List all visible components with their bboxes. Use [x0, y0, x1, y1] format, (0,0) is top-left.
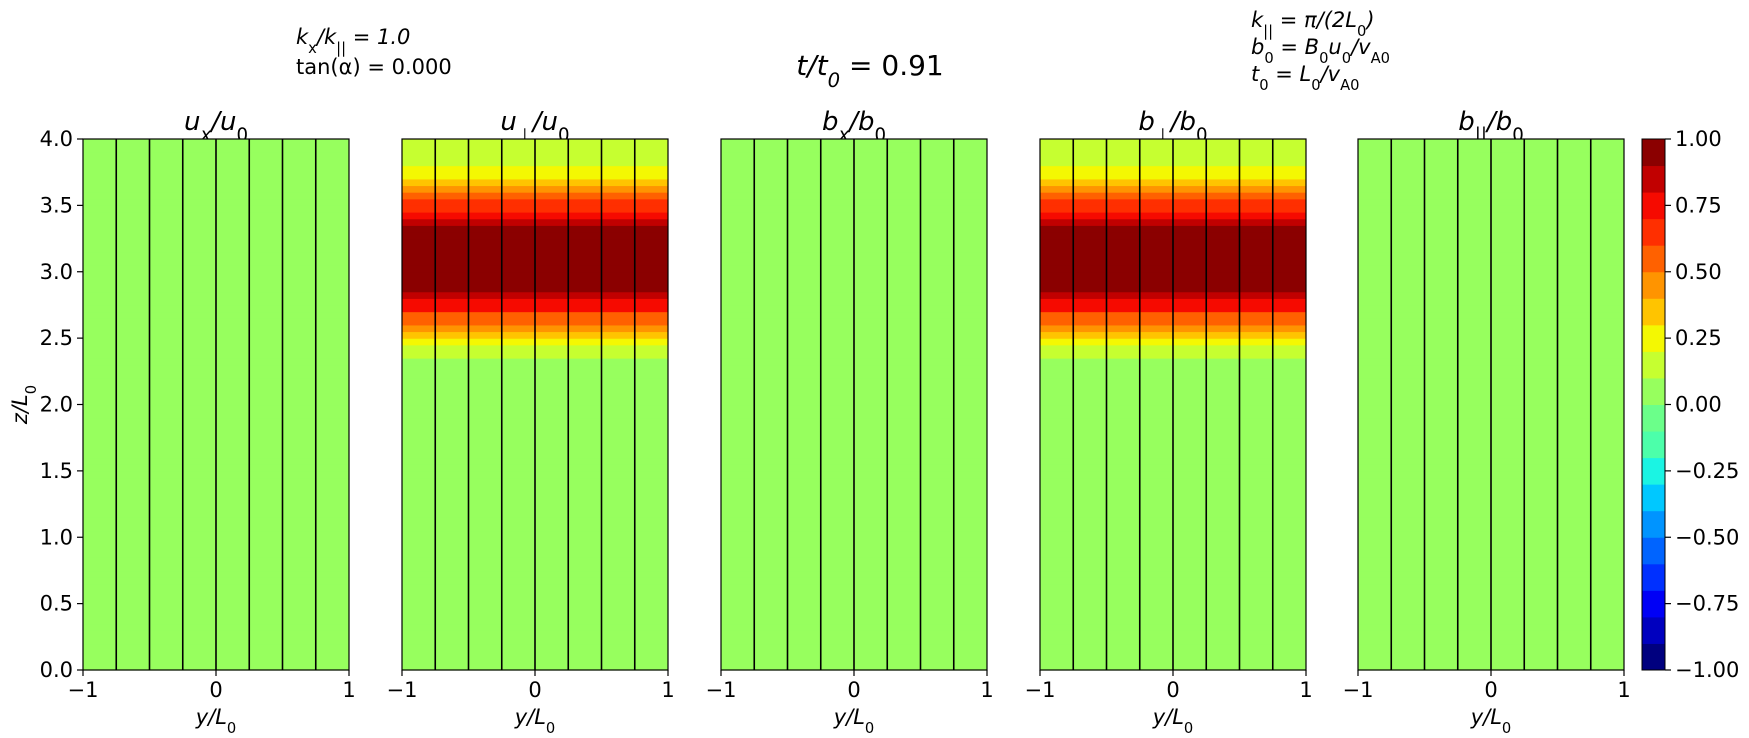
- colorbar-segment: [1642, 616, 1665, 644]
- x-tick-label: −1: [706, 678, 737, 702]
- y-tick-label: 2.0: [40, 393, 73, 417]
- colorbar-segment: [1642, 537, 1665, 565]
- colorbar-segment: [1642, 510, 1665, 538]
- figure-suptitle: t/t0 = 0.91: [796, 49, 943, 92]
- y-tick-label: 1.0: [40, 525, 73, 549]
- colorbar-segment: [1642, 218, 1665, 246]
- x-axis-label: y/L0: [514, 705, 556, 737]
- annotation-right-line-1: b0 = B0u0/vA0: [1251, 35, 1390, 67]
- y-tick-label: 3.5: [40, 193, 73, 217]
- y-tick-label: 1.5: [40, 459, 73, 483]
- y-tick-label: 4.0: [40, 127, 73, 151]
- y-tick-label: 0.0: [40, 658, 73, 682]
- y-tick-label: 3.0: [40, 260, 73, 284]
- colorbar-segment: [1642, 351, 1665, 379]
- annotation-right-line-2: t0 = L0/vA0: [1251, 62, 1360, 94]
- colorbar-segment: [1642, 643, 1665, 671]
- x-tick-label: 0: [1484, 678, 1497, 702]
- colorbar-segment: [1642, 484, 1665, 512]
- colorbar-segment: [1642, 590, 1665, 618]
- colorbar-segment: [1642, 457, 1665, 485]
- y-tick-label: 0.5: [40, 592, 73, 616]
- x-tick-label: −1: [387, 678, 418, 702]
- annotation-left-line-0: kx/k|| = 1.0: [296, 25, 410, 57]
- panel-title: u⊥/u0: [500, 107, 569, 146]
- colorbar-segment: [1642, 324, 1665, 352]
- x-tick-label: 1: [1617, 678, 1630, 702]
- colorbar-tick-label: 0.25: [1675, 326, 1722, 350]
- panel-title: bx/b0: [822, 107, 886, 146]
- panel-4: b||/b0 −1 0 1 y/L0: [1343, 107, 1631, 737]
- colorbar-segment: [1642, 192, 1665, 220]
- x-tick-label: 0: [847, 678, 860, 702]
- y-tick-label: 2.5: [40, 326, 73, 350]
- colorbar-tick-label: 1.00: [1675, 127, 1722, 151]
- x-tick-label: −1: [1343, 678, 1374, 702]
- panel-title: b||/b0: [1458, 107, 1524, 146]
- heatmap-panels: ux/u0 −1 0 1 y/L0 0.0 0.5 1.0 1.5 2.0 2.5 3.0 3.5 4.0…: [8, 107, 1631, 737]
- colorbar-tick-label: 0.00: [1675, 393, 1722, 417]
- colorbar-segment: [1642, 431, 1665, 459]
- x-axis-label: y/L0: [1152, 705, 1194, 737]
- colorbar-tick-label: −1.00: [1675, 658, 1739, 682]
- colorbar-segment: [1642, 298, 1665, 326]
- colorbar-tick-label: −0.75: [1675, 592, 1739, 616]
- colorbar-segment: [1642, 377, 1665, 405]
- x-tick-label: −1: [68, 678, 99, 702]
- panel-2: bx/b0 −1 0 1 y/L0: [706, 107, 994, 737]
- colorbar-segment: [1642, 245, 1665, 273]
- x-tick-label: 0: [528, 678, 541, 702]
- x-axis-label: y/L0: [833, 705, 875, 737]
- panel-3: b⊥/b0−1 0 1y/L0: [1025, 107, 1313, 737]
- annotation-left-line-1: tan(α) = 0.000: [296, 55, 452, 79]
- panel-1: u⊥/u0 −1 0 1 y/L0: [387, 107, 675, 737]
- colorbar: −1.00 −0.75 −0.50 −0.25 0.00 0.25 0.50 0.75 1.00: [1641, 127, 1739, 682]
- panel-title: ux/u0: [184, 107, 248, 146]
- colorbar-tick-label: 0.50: [1675, 260, 1722, 284]
- x-tick-label: 1: [661, 678, 674, 702]
- colorbar-tick-label: 0.75: [1675, 193, 1722, 217]
- colorbar-tick-label: −0.25: [1675, 459, 1739, 483]
- colorbar-segment: [1642, 271, 1665, 299]
- colorbar-segment: [1642, 404, 1665, 432]
- x-tick-label: 1: [1299, 678, 1312, 702]
- colorbar-segment: [1642, 165, 1665, 193]
- x-tick-label: −1: [1025, 678, 1056, 702]
- x-axis-label: y/L0: [195, 705, 237, 737]
- x-axis-label: y/L0: [1470, 705, 1512, 737]
- colorbar-segment: [1642, 563, 1665, 591]
- annotation-right-line-0: k|| = π/(2L0): [1251, 8, 1375, 40]
- panel-0: ux/u0 −1 0 1 y/L0 0.0 0.5 1.0 1.5 2.0 2.5 3.0 3.5 4.0…: [8, 107, 356, 737]
- x-tick-label: 1: [342, 678, 355, 702]
- colorbar-segment: [1642, 139, 1665, 167]
- colorbar-tick-label: −0.50: [1675, 525, 1739, 549]
- y-axis-label: z/L0: [8, 385, 40, 425]
- x-tick-label: 0: [1166, 678, 1179, 702]
- x-tick-label: 1: [980, 678, 993, 702]
- x-tick-label: 0: [209, 678, 222, 702]
